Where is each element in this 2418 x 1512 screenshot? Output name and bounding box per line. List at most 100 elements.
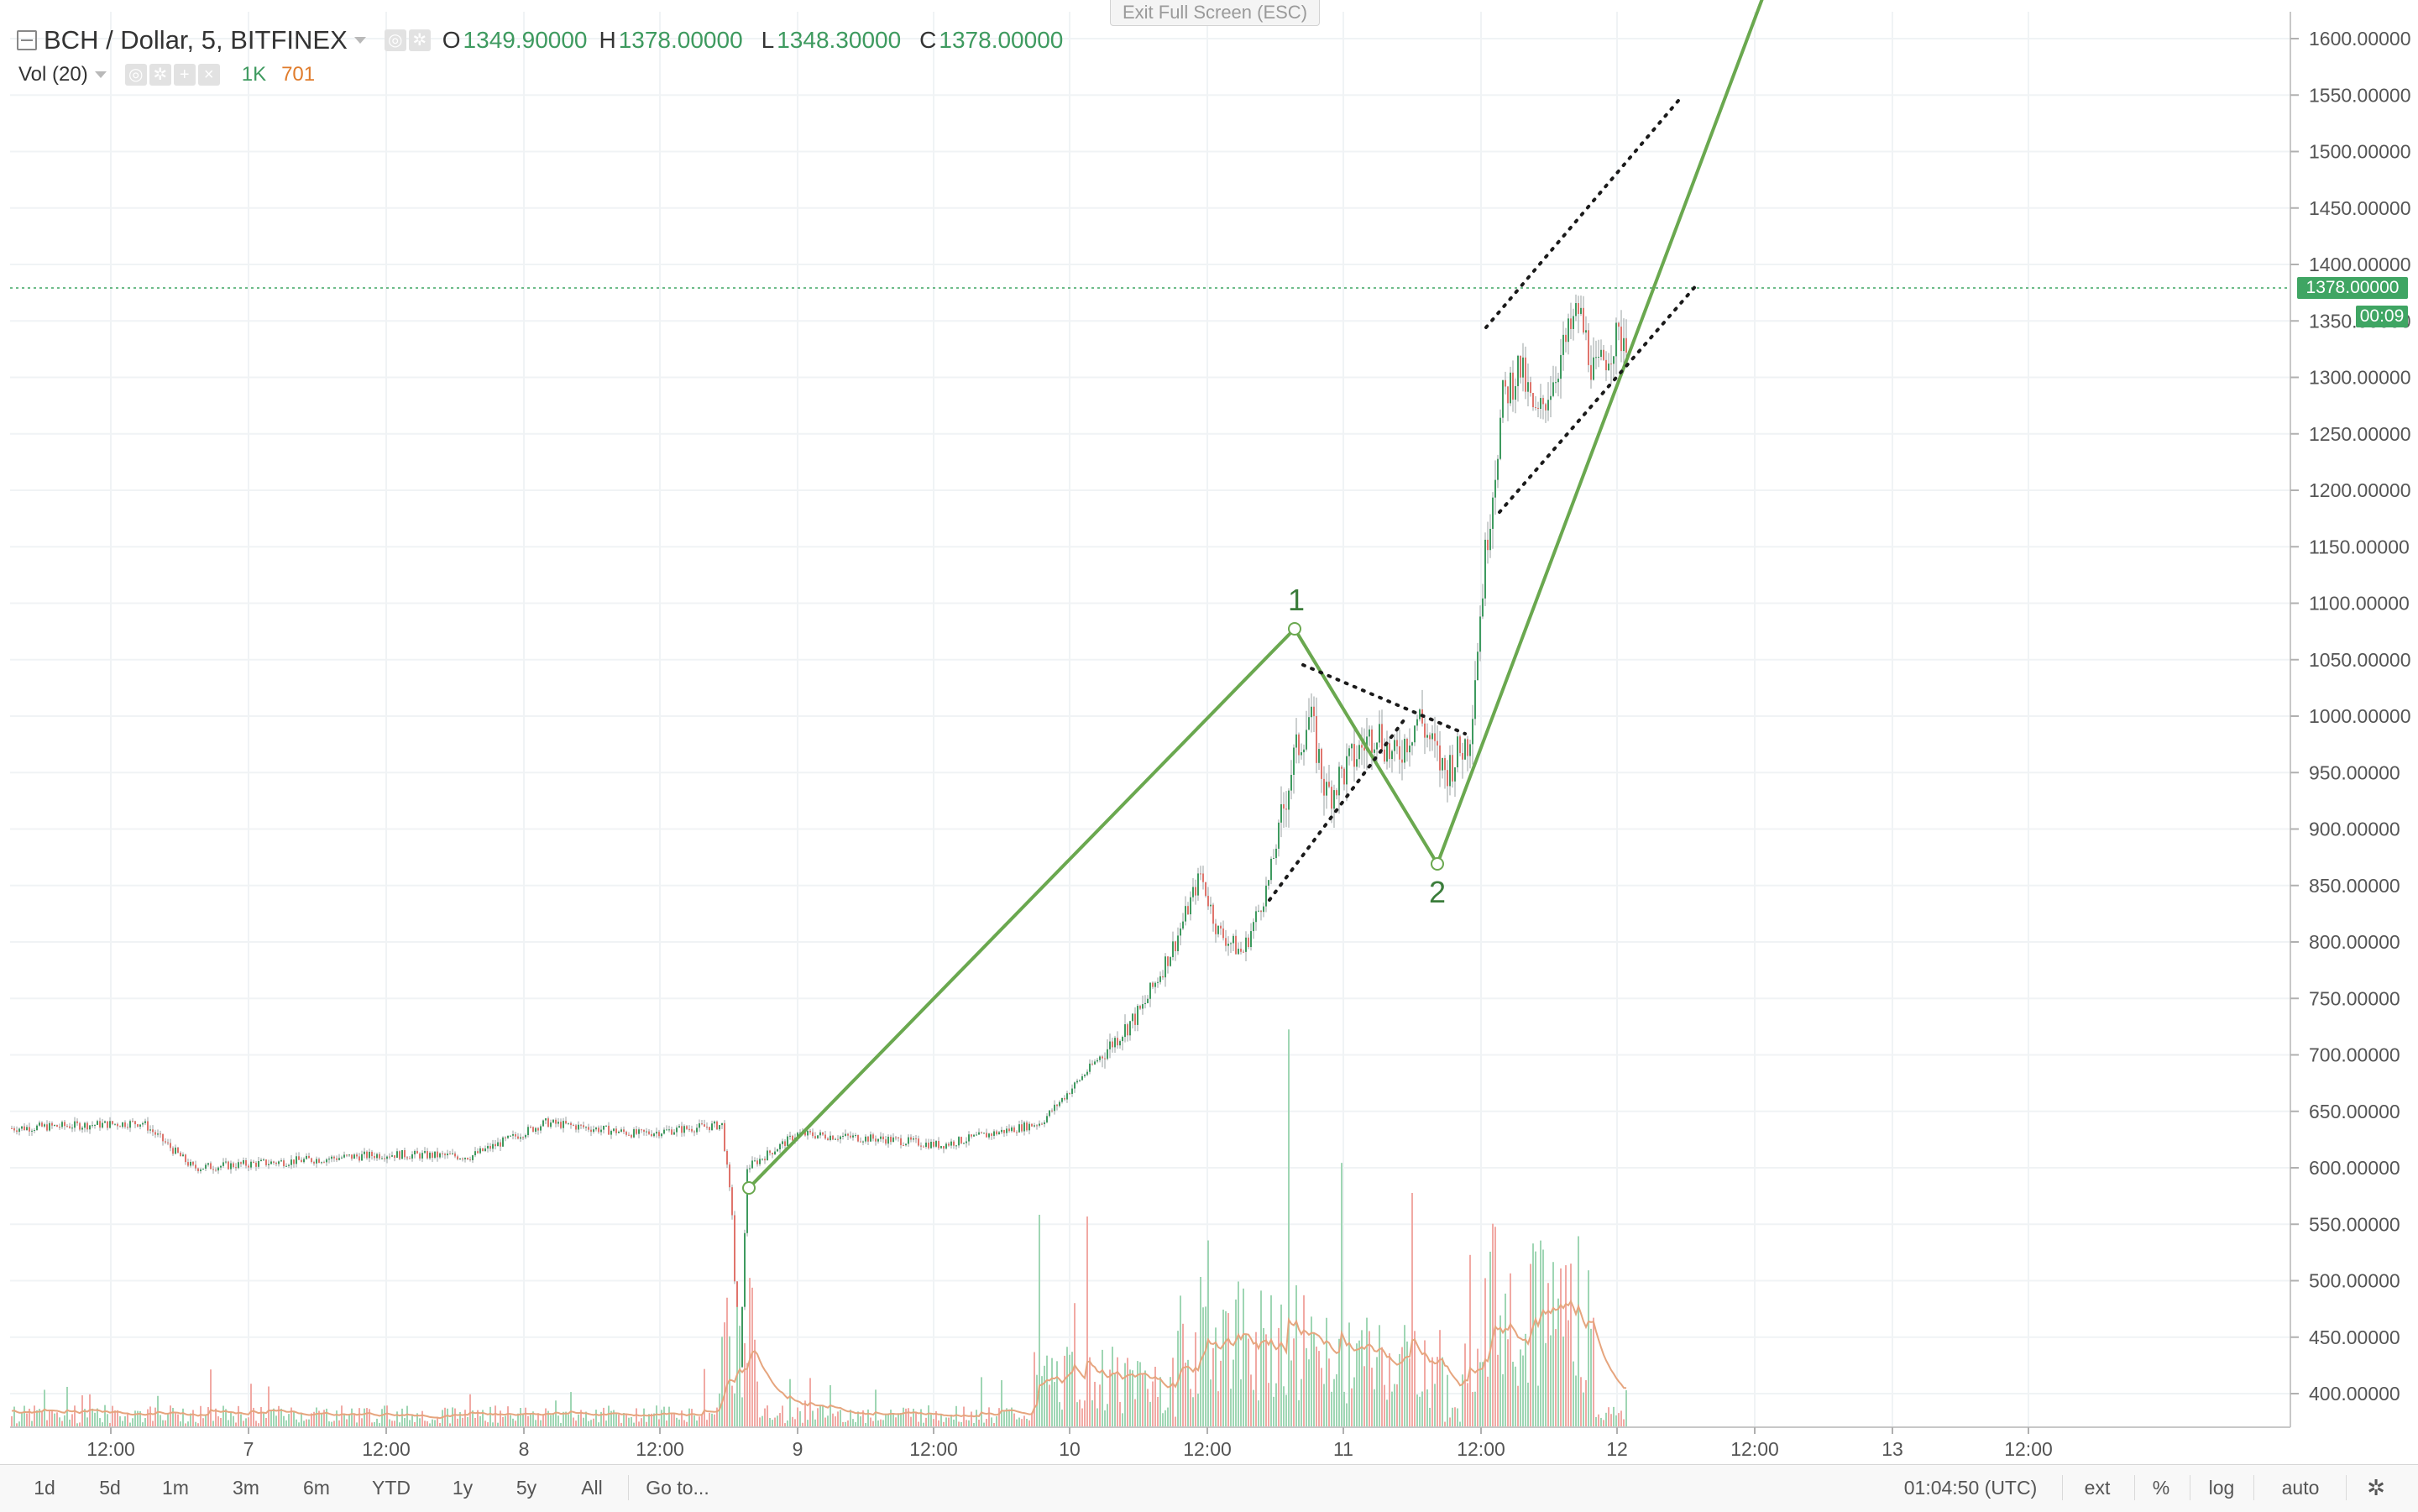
go-to-button[interactable]: Go to... xyxy=(646,1477,709,1499)
candle xyxy=(527,1127,529,1136)
volume-bar xyxy=(1071,1352,1073,1427)
volume-bar xyxy=(505,1415,506,1427)
volume-bar xyxy=(162,1420,164,1427)
candle xyxy=(583,1125,584,1127)
volume-bar xyxy=(1275,1383,1277,1427)
candle xyxy=(149,1129,151,1131)
volume-bar xyxy=(1520,1349,1521,1427)
candle xyxy=(1061,1097,1063,1102)
timeframe-1d-button[interactable]: 1d xyxy=(34,1477,55,1499)
volume-bar xyxy=(1625,1389,1627,1427)
exit-fullscreen-button[interactable]: Exit Full Screen (ESC) xyxy=(1110,0,1320,26)
volume-bar xyxy=(1406,1341,1408,1427)
close-icon[interactable]: × xyxy=(197,64,220,86)
candle xyxy=(588,1127,589,1130)
candle xyxy=(1600,349,1602,358)
volume-bar xyxy=(1537,1385,1539,1427)
candle xyxy=(162,1133,164,1142)
candle xyxy=(212,1169,214,1170)
candle xyxy=(144,1121,146,1123)
candle xyxy=(306,1155,307,1159)
percent-button[interactable]: % xyxy=(2152,1477,2170,1499)
volume-bar xyxy=(1187,1359,1189,1427)
volume-bar xyxy=(882,1420,884,1427)
settings-icon[interactable]: ✲ xyxy=(2367,1475,2385,1500)
volume-bar xyxy=(510,1415,511,1427)
volume-bar xyxy=(1260,1290,1262,1427)
collapse-box-icon[interactable] xyxy=(17,30,37,50)
volume-bar xyxy=(1535,1251,1536,1427)
volume-bar xyxy=(973,1423,975,1427)
candle xyxy=(228,1161,229,1169)
candle xyxy=(1288,790,1290,810)
candle xyxy=(1253,922,1254,932)
volume-bar xyxy=(1331,1391,1332,1427)
timeframe-ytd-button[interactable]: YTD xyxy=(372,1477,411,1499)
timeframe-1y-button[interactable]: 1y xyxy=(452,1477,474,1499)
plus-icon[interactable]: + xyxy=(173,64,196,86)
volume-bar xyxy=(139,1410,141,1427)
volume-bar xyxy=(550,1415,552,1427)
volume-bar xyxy=(170,1405,171,1427)
volume-bar xyxy=(1467,1383,1468,1427)
timeframe-6m-button[interactable]: 6m xyxy=(303,1477,330,1499)
log-button[interactable]: log xyxy=(2208,1477,2235,1499)
volume-bar xyxy=(837,1411,839,1427)
volume-bar xyxy=(1374,1389,1375,1427)
volume-title[interactable]: Vol (20) xyxy=(18,63,88,86)
gear-icon[interactable]: ✲ xyxy=(408,29,431,51)
chevron-down-icon[interactable] xyxy=(94,71,107,78)
candle xyxy=(356,1154,358,1157)
volume-bar xyxy=(628,1417,630,1427)
timeframe-1m-button[interactable]: 1m xyxy=(162,1477,189,1499)
candle xyxy=(21,1126,23,1129)
auto-button[interactable]: auto xyxy=(2281,1477,2320,1499)
volume-bar xyxy=(1031,1412,1033,1427)
candle xyxy=(364,1151,365,1154)
candle xyxy=(502,1137,504,1147)
candle xyxy=(84,1122,86,1128)
volume-bar xyxy=(890,1410,892,1427)
chevron-down-icon[interactable] xyxy=(353,37,366,44)
eye-icon[interactable]: ◎ xyxy=(384,29,406,51)
volume-bar xyxy=(502,1416,504,1427)
timeframe-5d-button[interactable]: 5d xyxy=(99,1477,121,1499)
timeframe-5y-button[interactable]: 5y xyxy=(516,1477,537,1499)
eye-icon[interactable]: ◎ xyxy=(124,64,147,86)
candle xyxy=(666,1129,667,1131)
candle xyxy=(1520,355,1521,378)
candle xyxy=(1167,956,1169,966)
volume-bar xyxy=(777,1415,778,1427)
volume-bar xyxy=(293,1411,295,1427)
candle xyxy=(1482,598,1484,617)
time-axis-label: 12:00 xyxy=(636,1438,684,1460)
candle xyxy=(1341,766,1342,769)
candle xyxy=(1442,757,1443,771)
volume-bar xyxy=(1313,1332,1315,1427)
timeframe-3m-button[interactable]: 3m xyxy=(233,1477,259,1499)
candle xyxy=(1205,882,1206,897)
candle xyxy=(661,1133,662,1137)
timeframe-all-button[interactable]: All xyxy=(581,1477,603,1499)
utc-clock[interactable]: 01:04:50 (UTC) xyxy=(1903,1477,2038,1499)
volume-bar xyxy=(396,1411,398,1427)
candle xyxy=(1537,407,1539,410)
candle xyxy=(792,1135,793,1141)
candle xyxy=(620,1129,622,1132)
candle xyxy=(1568,318,1569,343)
candle xyxy=(575,1125,577,1130)
symbol-title[interactable]: BCH / Dollar, 5, BITFINEX xyxy=(44,25,348,55)
wave-label-2: 2 xyxy=(1429,875,1447,909)
volume-bar xyxy=(369,1409,370,1427)
ext-button[interactable]: ext xyxy=(2084,1477,2111,1499)
candle xyxy=(1107,1049,1108,1059)
candle xyxy=(429,1153,431,1159)
volume-bar xyxy=(180,1421,181,1427)
volume-bar xyxy=(348,1414,350,1427)
volume-bar xyxy=(1258,1400,1259,1427)
candle xyxy=(935,1141,937,1147)
settings-icon[interactable]: ✲ xyxy=(149,64,171,86)
candle xyxy=(1215,923,1217,934)
candle xyxy=(1565,334,1567,343)
